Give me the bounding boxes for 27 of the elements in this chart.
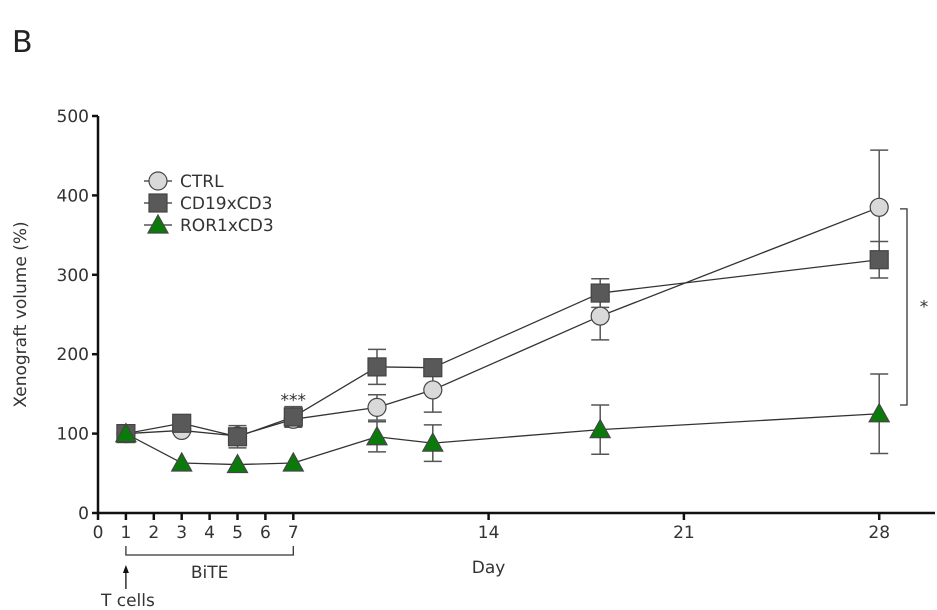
x-tick-label: 2 <box>148 523 160 543</box>
x-tick-label: 5 <box>232 523 243 543</box>
chart-title: B <box>12 25 33 60</box>
x-tick-label: 4 <box>204 523 216 543</box>
y-axis-title: Xenograft volume (%) <box>11 221 31 408</box>
y-tick-label: 200 <box>56 345 89 366</box>
y-tick-label: 500 <box>56 106 89 127</box>
x-tick-label: 14 <box>478 523 500 543</box>
annotation: *** <box>280 390 306 411</box>
y-tick-label: 400 <box>56 186 89 206</box>
legend-label: CD19xCD3 <box>180 194 272 214</box>
x-tick-label: 6 <box>260 523 271 543</box>
x-tick-label: 7 <box>288 523 299 543</box>
text: T cells <box>100 591 155 610</box>
x-tick-label: 21 <box>673 523 695 543</box>
y-tick-label: 100 <box>56 424 89 445</box>
x-tick-label: 3 <box>176 523 188 543</box>
annotation: * <box>920 298 928 318</box>
legend-label: CTRL <box>180 172 224 192</box>
legend-label: ROR1xCD3 <box>180 216 274 236</box>
y-tick-label: 0 <box>78 504 89 524</box>
x-tick-label: 28 <box>868 523 890 543</box>
x-axis-title: Day <box>472 558 506 578</box>
text: BiTE <box>190 563 228 583</box>
x-tick-label: 0 <box>92 523 104 543</box>
x-tick-label: 1 <box>120 523 132 543</box>
y-tick-label: 300 <box>56 266 89 286</box>
